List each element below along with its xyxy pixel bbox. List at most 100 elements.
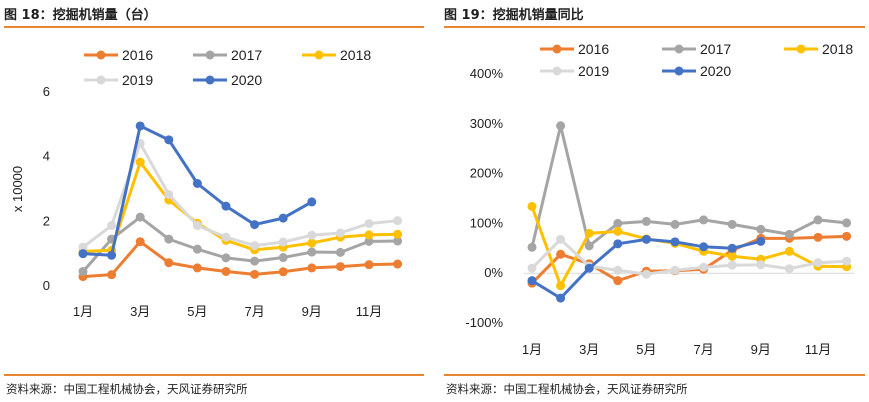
data-point-2019 — [307, 230, 317, 240]
data-point-2019 — [727, 260, 737, 270]
data-point-2016 — [192, 263, 202, 273]
data-point-2016 — [135, 237, 145, 247]
data-point-2017 — [756, 224, 766, 234]
data-point-2018 — [584, 228, 594, 238]
data-point-2016 — [278, 267, 288, 277]
data-point-2019 — [335, 228, 345, 238]
data-point-2017 — [164, 234, 174, 244]
data-point-2017 — [727, 219, 737, 229]
x-tick-label: 7月 — [244, 304, 264, 319]
data-point-2017 — [670, 219, 680, 229]
data-point-2017 — [527, 242, 537, 252]
data-point-2019 — [278, 237, 288, 247]
data-point-2017 — [784, 229, 794, 239]
x-tick-label: 7月 — [693, 342, 713, 357]
y-tick-label: 4 — [43, 149, 50, 164]
data-point-2020 — [699, 242, 709, 252]
series-line-2019 — [530, 237, 847, 276]
x-tick-label: 9月 — [751, 342, 771, 357]
legend-marker-2019 — [552, 66, 562, 76]
series-line-2018 — [82, 160, 398, 253]
data-point-2016 — [393, 259, 403, 269]
data-point-2018 — [527, 201, 537, 211]
data-point-2020 — [221, 201, 231, 211]
data-point-2018 — [364, 230, 374, 240]
data-point-2020 — [78, 249, 88, 259]
data-point-2016 — [307, 263, 317, 273]
data-point-2019 — [699, 262, 709, 272]
data-point-2019 — [527, 263, 537, 273]
data-point-2020 — [727, 243, 737, 253]
y-tick-label: 400% — [470, 66, 504, 81]
data-point-2017 — [813, 215, 823, 225]
legend-marker-2018 — [314, 50, 324, 60]
x-tick-label: 5月 — [636, 342, 656, 357]
data-point-2017 — [556, 121, 566, 131]
data-point-2017 — [335, 247, 345, 257]
y-tick-label: -100% — [465, 315, 503, 330]
data-point-2020 — [527, 276, 537, 286]
data-point-2019 — [364, 219, 374, 229]
legend-label-2020: 2020 — [700, 63, 731, 79]
data-point-2017 — [250, 256, 260, 266]
x-tick-label: 9月 — [302, 304, 322, 319]
legend-label-2018: 2018 — [822, 41, 853, 57]
data-point-2018 — [727, 251, 737, 261]
data-point-2017 — [192, 244, 202, 254]
data-point-2017 — [584, 241, 594, 251]
data-point-2020 — [556, 293, 566, 303]
y-tick-label: 6 — [43, 84, 50, 99]
legend-label-2018: 2018 — [340, 47, 371, 63]
legend-marker-2018 — [796, 44, 806, 54]
data-point-2019 — [670, 265, 680, 275]
data-point-2016 — [164, 258, 174, 268]
right-chart-svg: -100% 0% 100% 200% 300% 400% 1月 3月 5月 7月 9月 11月 2016… — [465, 41, 855, 357]
series-line-2017 — [530, 124, 847, 248]
data-point-2020 — [584, 263, 594, 273]
data-point-2019 — [250, 241, 260, 251]
right-chart-title: 图 19：挖掘机销量同比 — [444, 8, 584, 23]
data-point-2019 — [192, 221, 202, 231]
data-point-2017 — [278, 253, 288, 263]
legend-label-2016: 2016 — [122, 47, 153, 63]
data-point-2019 — [556, 234, 566, 244]
right-chart-source: 资料来源：中国工程机械协会，天风证券研究所 — [446, 382, 688, 396]
x-tick-label: 3月 — [130, 304, 150, 319]
data-point-2016 — [335, 262, 345, 272]
data-point-2017 — [364, 236, 374, 246]
data-point-2019 — [756, 260, 766, 270]
data-point-2020 — [135, 121, 145, 131]
left-chart-title: 图 18：挖掘机销量（台） — [4, 8, 157, 23]
x-tick-label: 3月 — [579, 342, 599, 357]
x-tick-label: 1月 — [522, 342, 542, 357]
series-line-2017 — [81, 215, 398, 273]
series-line-2019 — [82, 141, 398, 249]
data-point-2016 — [107, 270, 117, 280]
data-point-2020 — [307, 197, 317, 207]
y-tick-label: 200% — [470, 166, 504, 181]
y-axis-label: x 10000 — [10, 166, 25, 212]
left-chart-source: 资料来源：中国工程机械协会，天风证券研究所 — [6, 382, 248, 396]
data-point-2020 — [250, 220, 260, 230]
x-tick-label: 11月 — [356, 304, 383, 319]
y-tick-label: 0% — [484, 265, 503, 280]
legend-marker-2017 — [674, 44, 684, 54]
data-point-2017 — [307, 247, 317, 257]
data-point-2017 — [699, 215, 709, 225]
data-point-2016 — [364, 260, 374, 270]
data-point-2019 — [107, 221, 117, 231]
data-point-2019 — [221, 232, 231, 242]
data-point-2019 — [842, 256, 852, 266]
data-point-2020 — [278, 213, 288, 223]
legend-marker-2016 — [96, 50, 106, 60]
series-line-2020 — [82, 124, 313, 257]
left-chart-svg: 0 2 4 6 x 10000 1月 3月 5月 7月 9月 11月 2016 2017 2018 2019… — [10, 47, 403, 319]
data-point-2019 — [78, 242, 88, 252]
y-tick-label: 100% — [470, 215, 504, 230]
data-point-2017 — [135, 212, 145, 222]
data-point-2019 — [613, 265, 623, 275]
legend-marker-2016 — [552, 44, 562, 54]
x-tick-label: 11月 — [805, 342, 832, 357]
legend-label-2016: 2016 — [578, 41, 609, 57]
data-point-2017 — [221, 253, 231, 263]
